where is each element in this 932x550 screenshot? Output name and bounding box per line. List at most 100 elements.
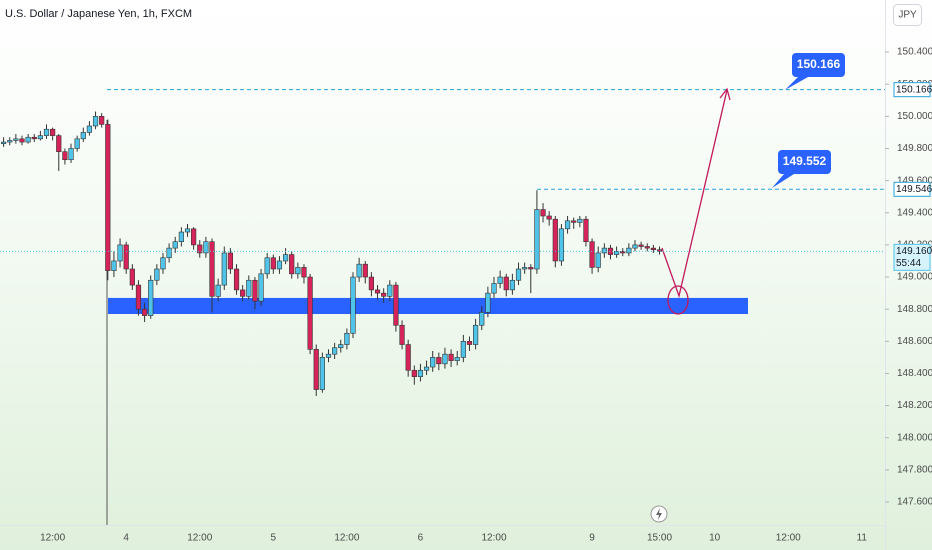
candle-body [473, 324, 479, 345]
candle-body [80, 132, 86, 140]
y-tick-label: 149.600 [897, 175, 932, 186]
candle-body [295, 267, 301, 275]
candle-body [184, 228, 191, 233]
candle-body [307, 276, 313, 350]
candle-body [638, 244, 644, 247]
y-tick-label: 149.400 [897, 207, 932, 218]
candle-body [430, 357, 436, 368]
event-icon-bolt [656, 508, 662, 520]
x-tick-label: 11 [857, 533, 868, 544]
candle-body [613, 251, 620, 255]
x-tick-label: 12:00 [481, 533, 506, 544]
last-price-box [893, 243, 931, 271]
candle-body [362, 263, 368, 278]
candle-body [417, 369, 424, 377]
candle-body [497, 276, 503, 284]
callout-label: 149.552 [783, 154, 827, 168]
candle-body [191, 228, 197, 246]
callout-label: 150.166 [797, 57, 841, 71]
candle-body [56, 135, 62, 152]
currency-button[interactable] [893, 4, 922, 26]
candle-body [246, 279, 252, 297]
candle-body [632, 244, 638, 249]
candle-body [50, 128, 56, 136]
candle-body [485, 292, 491, 313]
last-price-label: 149.160 [896, 246, 932, 257]
y-tick-label: 148.000 [897, 432, 932, 443]
candle-body [571, 220, 577, 223]
candle-body [656, 249, 663, 252]
candle-body [289, 254, 295, 275]
candle-body [25, 136, 31, 143]
candle-body [583, 218, 589, 242]
candle-body [105, 124, 111, 271]
level-axis-box [893, 82, 931, 98]
candle-body [491, 283, 497, 294]
candle-body [522, 267, 528, 270]
candle-body [466, 341, 473, 345]
candle-body [460, 341, 466, 358]
candle-body [215, 284, 221, 297]
candle-body [240, 289, 246, 297]
candle-body [13, 138, 19, 141]
candle-body [436, 357, 442, 365]
candle-body [540, 209, 546, 217]
candle-body [558, 228, 565, 262]
candle-body [252, 279, 258, 302]
candle-body [626, 247, 632, 254]
candle-body [92, 116, 99, 127]
y-tick-label: 148.400 [897, 368, 932, 379]
y-tick-label: 150.400 [897, 47, 932, 58]
candle-body [564, 220, 571, 230]
candle-body [448, 353, 454, 361]
candle-body [368, 276, 375, 291]
y-tick-label: 149.000 [897, 272, 932, 283]
candle-body [503, 276, 509, 291]
candle-body [589, 241, 595, 268]
candle-body [154, 268, 160, 281]
candle-body [644, 246, 650, 249]
candle-body [227, 252, 234, 270]
x-tick-label: 12:00 [334, 533, 359, 544]
candle-body [282, 254, 289, 262]
candle-body [313, 349, 319, 390]
candle-body [515, 268, 522, 281]
candle-body [43, 128, 50, 136]
candle-body [325, 353, 332, 358]
candle-body [276, 260, 283, 270]
candle-body [209, 241, 215, 297]
candle-body [148, 279, 154, 316]
y-tick-label: 148.200 [897, 400, 932, 411]
candle-body [546, 215, 552, 220]
candle-body [7, 140, 13, 143]
candle-body [552, 218, 558, 262]
arrow-head [719, 87, 731, 101]
callout-box [792, 53, 845, 77]
currency-label[interactable]: JPY [898, 10, 917, 21]
candle-body [319, 357, 325, 390]
candle-body [86, 125, 93, 133]
candle-body [74, 138, 80, 149]
x-tick-label: 10 [709, 533, 721, 544]
candle-body [99, 116, 105, 125]
candle-body [233, 268, 240, 291]
candle-body [381, 292, 387, 297]
candle-body [111, 260, 117, 271]
callout-tail [772, 174, 794, 188]
candle-body [479, 312, 485, 326]
candle-body [203, 241, 209, 254]
candle-body [405, 344, 411, 371]
callout-tail [785, 77, 808, 90]
candle-body [399, 324, 405, 345]
x-tick-label: 12:00 [187, 533, 212, 544]
level-axis-label: 150.166 [896, 84, 932, 95]
candle-body [160, 257, 166, 270]
candle-body [411, 369, 417, 377]
x-tick-label: 12:00 [40, 533, 65, 544]
y-tick-label: 150.000 [897, 111, 932, 122]
candle-body [135, 284, 142, 310]
candle-body [393, 284, 399, 326]
candle-body [123, 244, 129, 270]
candle-body [221, 252, 227, 286]
